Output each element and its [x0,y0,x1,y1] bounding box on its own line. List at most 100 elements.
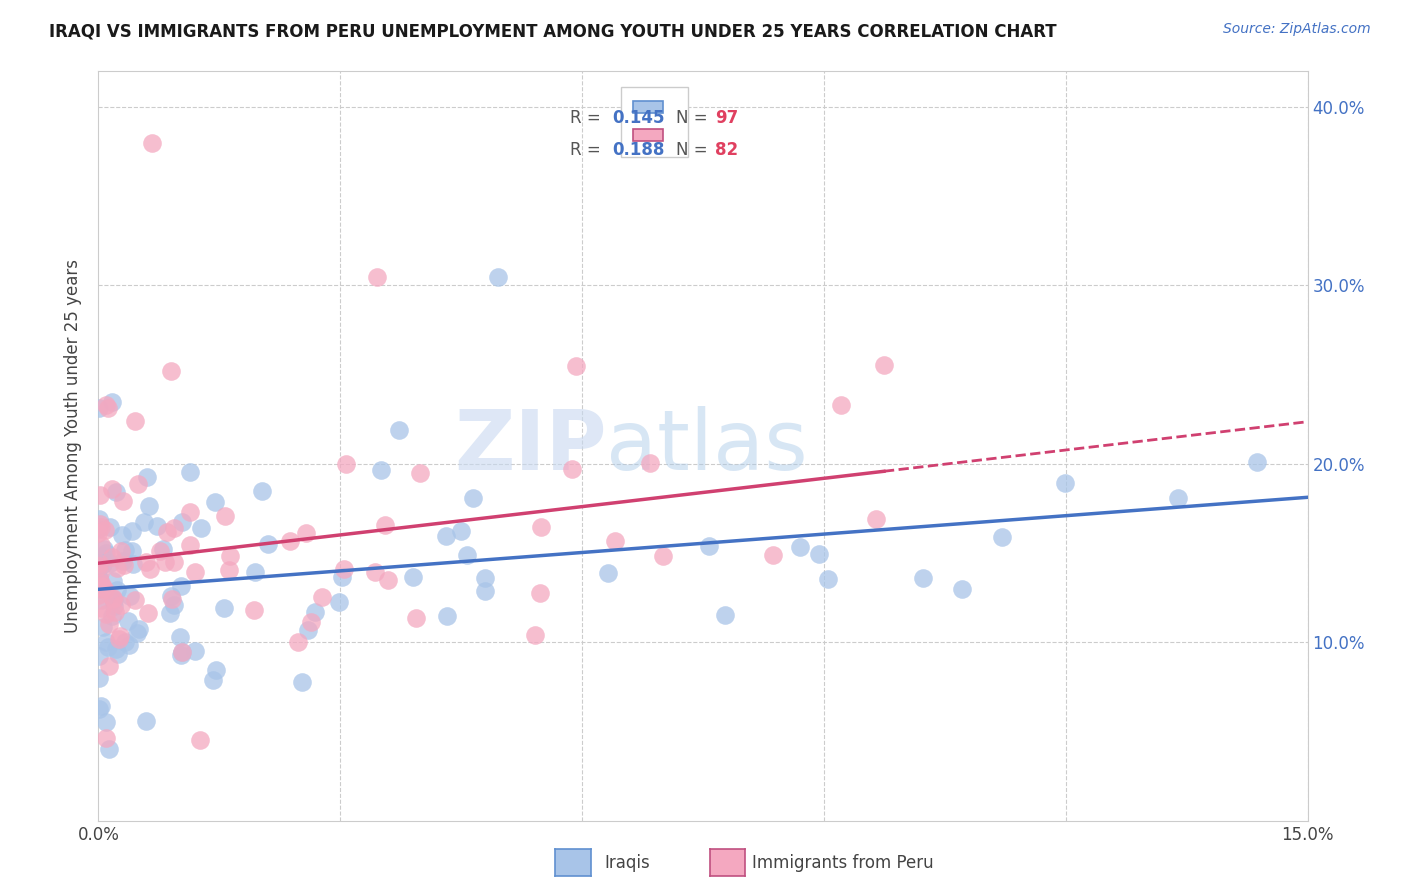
Point [278,533,301,548]
Point [212,601,235,615]
Point [252,483,274,498]
Point [91,557,114,571]
Point [243,565,266,579]
Point [377,574,399,588]
Point [89,517,111,532]
Point [93,582,115,597]
Point [830,398,852,412]
Point [328,595,350,609]
Point [101,608,124,623]
Point [87,573,110,587]
Point [388,423,411,437]
Point [184,565,207,579]
Point [474,571,496,585]
Point [179,538,201,552]
Point [287,635,309,649]
Point [214,508,236,523]
Point [865,511,887,525]
Point [474,584,496,599]
Point [162,521,184,535]
Y-axis label: Unemployment Among Youth under 25 years: Unemployment Among Youth under 25 years [65,259,83,633]
Point [87,571,110,585]
Point [97,617,120,632]
Text: 0.188: 0.188 [613,141,665,159]
Point [450,524,472,538]
Point [363,565,385,579]
Point [94,731,117,746]
Point [87,556,110,570]
Point [141,136,163,150]
Point [111,554,134,568]
Point [156,525,179,540]
Point [112,558,135,573]
Point [121,544,143,558]
Point [169,630,191,644]
Point [87,588,110,602]
Point [100,549,122,564]
Point [530,520,553,534]
Point [218,564,240,578]
Point [299,615,322,630]
Point [87,671,110,685]
Point [697,539,720,553]
Point [461,491,484,505]
Point [100,394,122,409]
Point [94,634,117,648]
Point [370,463,392,477]
Point [105,560,128,574]
Point [291,675,314,690]
Point [146,518,169,533]
Point [184,644,207,658]
Point [110,598,132,612]
Point [89,566,111,580]
Point [118,589,141,603]
Point [90,520,112,534]
Point [128,622,150,636]
Point [651,549,673,563]
Point [90,579,112,593]
Point [103,599,125,613]
Point [107,647,129,661]
Text: IRAQI VS IMMIGRANTS FROM PERU UNEMPLOYMENT AMONG YOUTH UNDER 25 YEARS CORRELATIO: IRAQI VS IMMIGRANTS FROM PERU UNEMPLOYME… [49,22,1057,40]
Point [163,555,186,569]
Point [762,548,785,562]
Point [170,648,193,663]
Point [169,579,191,593]
Point [94,546,117,560]
Point [159,606,181,620]
Point [87,558,110,573]
Point [402,569,425,583]
Point [565,359,588,373]
Point [93,541,115,556]
Text: Source: ZipAtlas.com: Source: ZipAtlas.com [1223,22,1371,37]
Point [204,495,226,509]
Point [149,544,172,558]
Point [101,574,124,589]
Text: N =: N = [676,109,713,127]
Point [190,521,212,535]
Point [219,549,242,563]
Point [91,601,114,615]
Point [330,570,353,584]
Point [98,556,121,570]
Point [911,571,934,585]
Point [713,608,735,623]
Point [89,573,111,587]
Point [90,582,112,596]
Point [136,470,159,484]
Point [598,566,620,580]
Point [105,484,128,499]
Point [172,645,194,659]
Text: 97: 97 [716,109,738,127]
Point [135,555,157,569]
Point [87,401,110,416]
Point [1246,455,1268,469]
Point [124,414,146,428]
Point [135,714,157,728]
Point [103,593,125,607]
Point [132,515,155,529]
Point [114,634,136,648]
Point [97,401,120,416]
Point [101,591,124,605]
Point [488,269,510,284]
